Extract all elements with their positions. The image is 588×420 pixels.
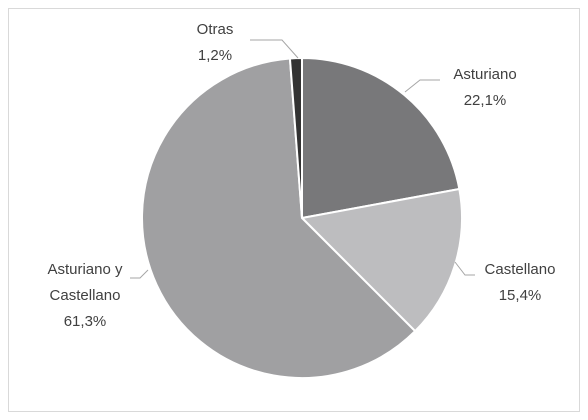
slice-label: Otras 1,2% [155,17,275,69]
pie-slice [141,57,417,379]
slice-label: Asturiano 22,1% [425,62,545,114]
pie-slice [299,187,463,333]
value-label: 15,4% [498,287,542,304]
value-label: 61,3% [63,313,107,330]
pie-slice [288,56,303,219]
leader-line [454,261,475,276]
value-label: 1,2% [197,47,233,64]
leader-line [404,79,440,93]
leader-line [250,39,299,59]
leader-lines [130,39,475,279]
category-name: Otras [196,21,234,38]
category-name: Asturiano [453,66,517,83]
category-name: Asturiano y Castellano [47,261,123,304]
category-name: Castellano [484,261,556,278]
pie-slice [301,56,461,220]
value-label: 22,1% [463,92,507,109]
slice-label: Asturiano y Castellano 61,3% [25,257,145,335]
slice-label: Castellano 15,4% [460,257,580,309]
leader-line [130,269,149,279]
